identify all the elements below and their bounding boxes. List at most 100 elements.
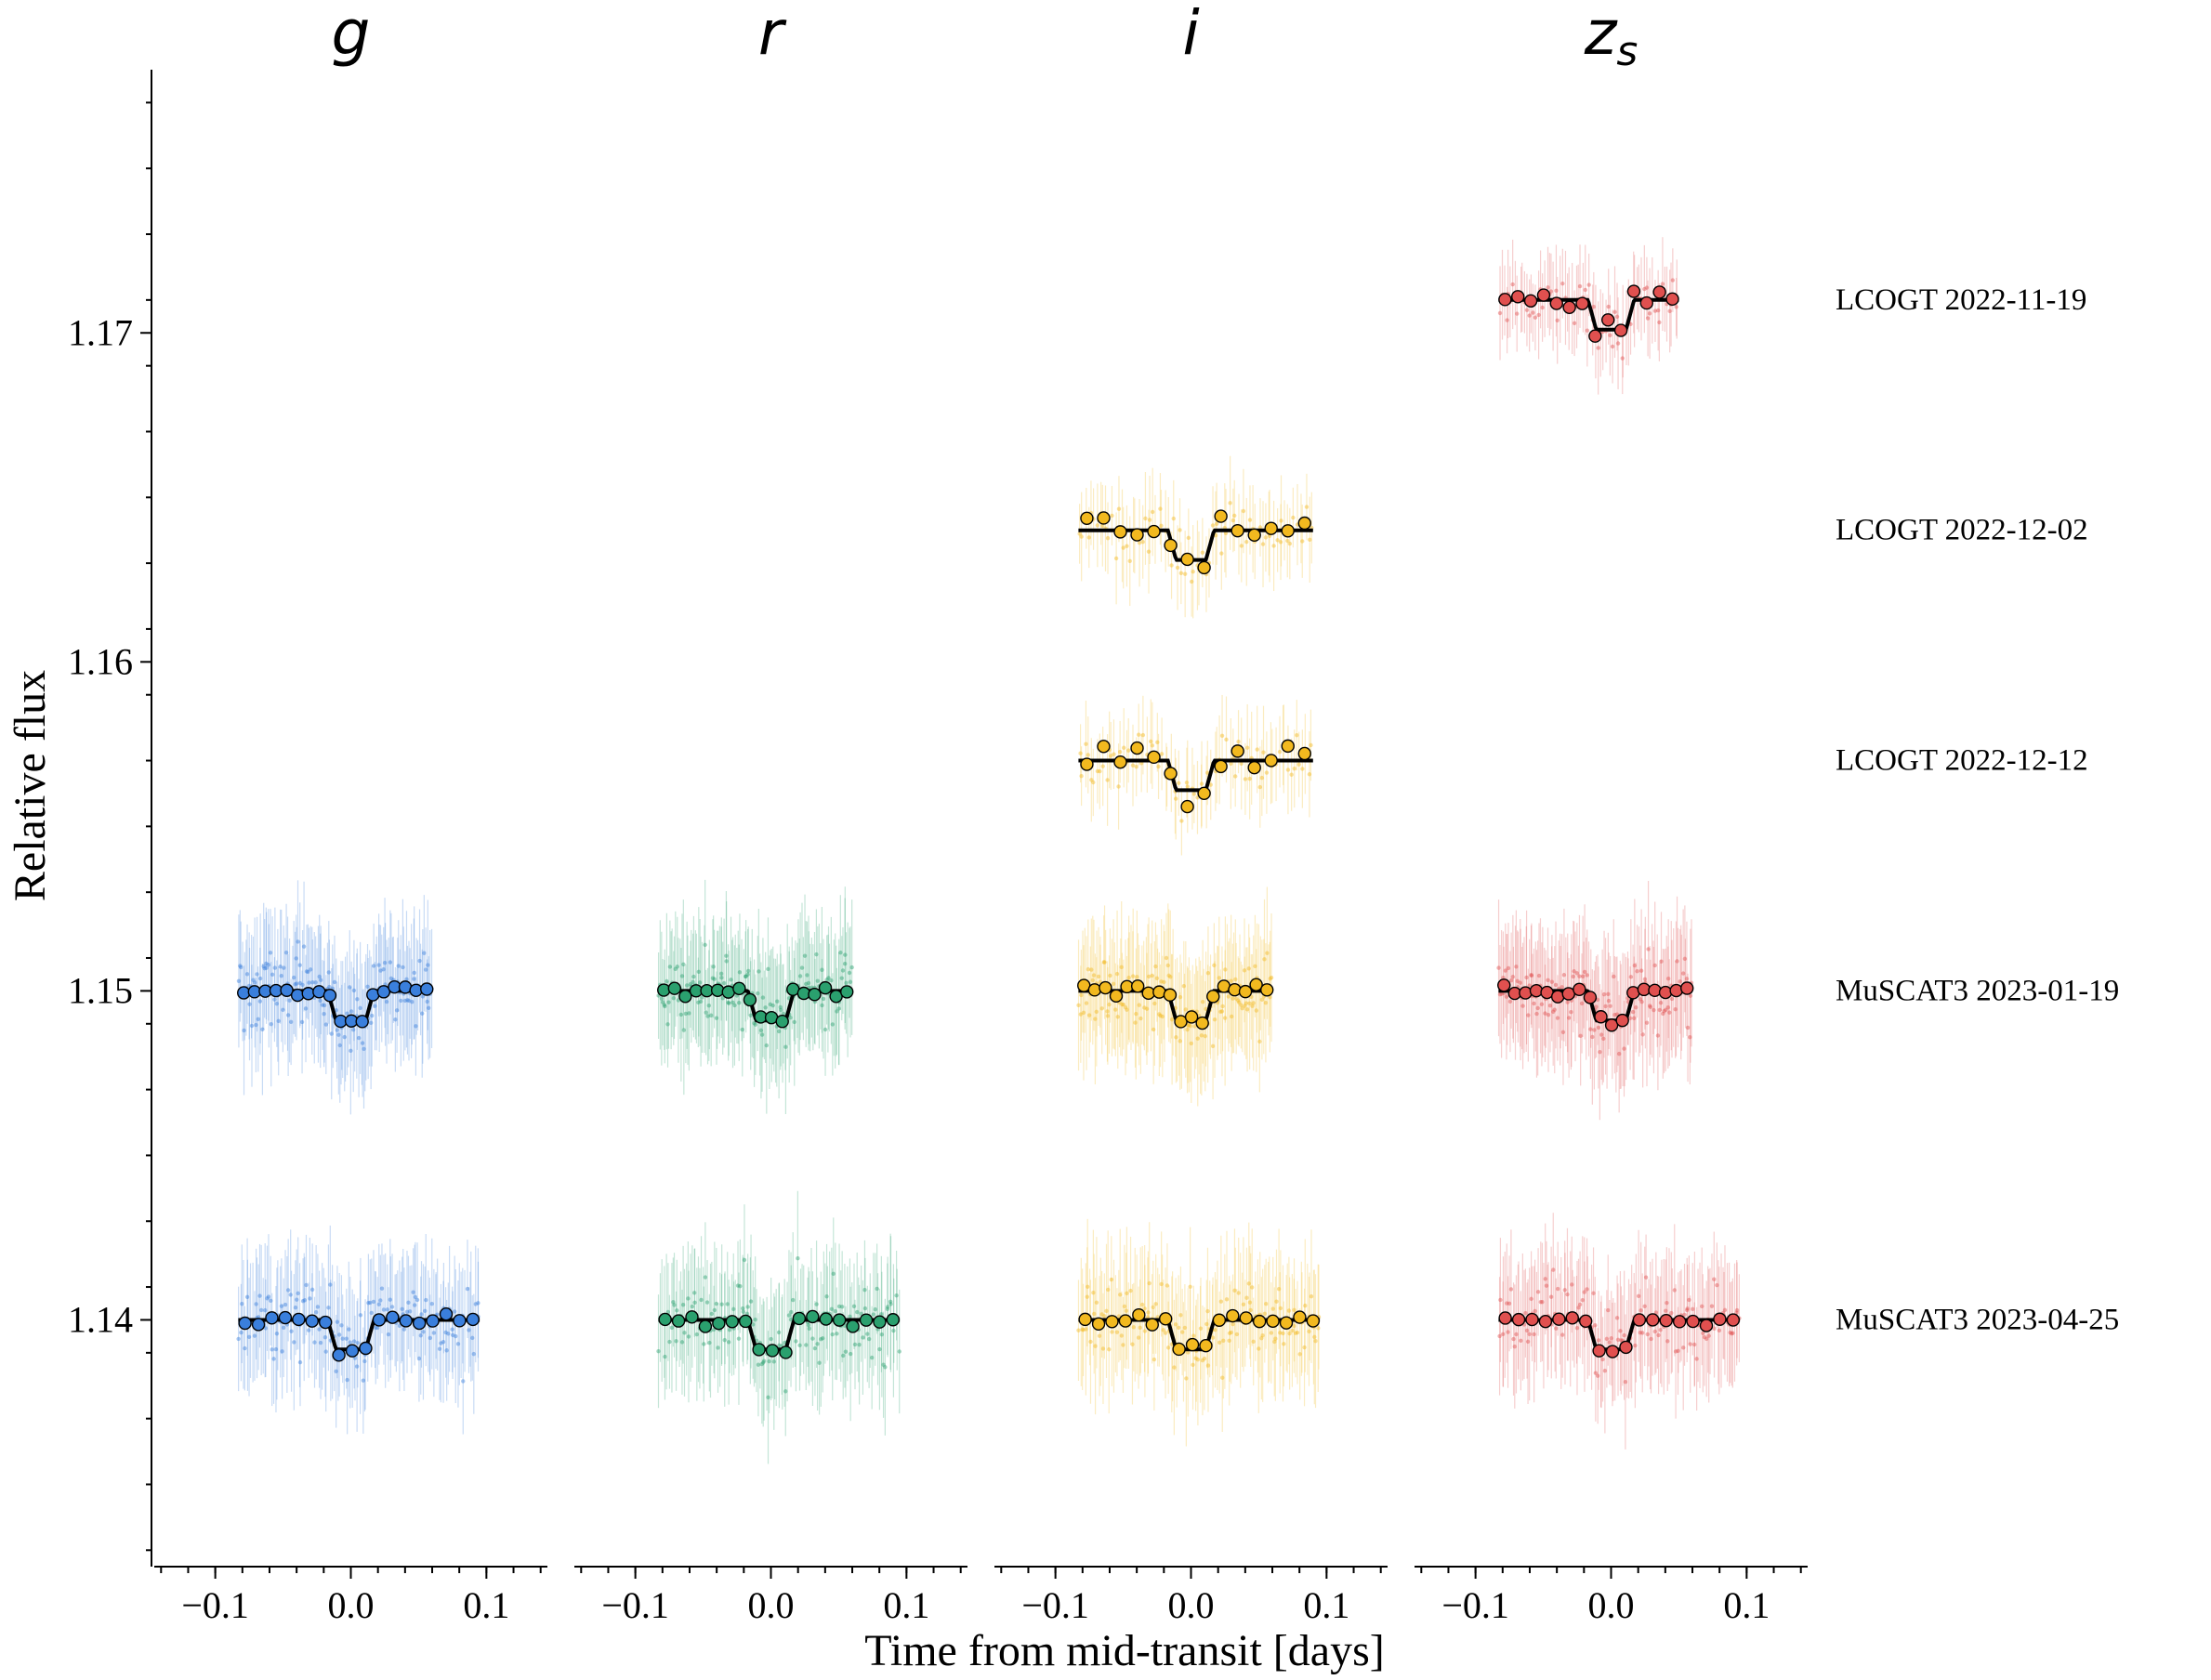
binned-point (873, 1315, 887, 1329)
raw-point (1652, 1007, 1656, 1013)
binned-point (1184, 1010, 1199, 1024)
raw-point (258, 1307, 264, 1313)
raw-point (304, 969, 309, 974)
binned-point (1260, 983, 1274, 997)
raw-point (1172, 1365, 1177, 1370)
raw-point (1612, 974, 1616, 979)
raw-point (1189, 1041, 1193, 1046)
raw-point (1229, 978, 1233, 983)
raw-point (1296, 762, 1301, 767)
raw-point (252, 1333, 257, 1338)
raw-point (691, 1291, 697, 1295)
raw-point (675, 1308, 679, 1313)
raw-point (1086, 1013, 1092, 1017)
raw-point (776, 1330, 782, 1335)
raw-point (1108, 973, 1112, 978)
raw-point (665, 1022, 670, 1027)
raw-point (1102, 1314, 1107, 1319)
binned-point (1646, 1313, 1660, 1327)
raw-point (1243, 777, 1248, 781)
raw-point (1706, 1333, 1711, 1338)
raw-point (288, 1293, 293, 1297)
raw-point (1529, 1296, 1533, 1302)
raw-point (1182, 1325, 1188, 1331)
raw-point (1607, 1340, 1612, 1345)
raw-point (419, 1312, 424, 1317)
raw-point (1136, 1335, 1141, 1340)
raw-point (317, 1327, 322, 1332)
raw-point (300, 982, 305, 988)
raw-point (1580, 974, 1586, 978)
raw-point (1193, 1356, 1198, 1360)
raw-point (437, 1346, 442, 1351)
x-tick-label: 0.0 (748, 1584, 795, 1626)
raw-point (1236, 1291, 1241, 1295)
raw-point (1278, 1306, 1283, 1311)
raw-point (1246, 1281, 1251, 1286)
raw-point (1247, 518, 1253, 522)
raw-point (1543, 1011, 1547, 1016)
raw-point (719, 1302, 724, 1306)
raw-point (1191, 1333, 1196, 1338)
raw-point (1640, 1032, 1645, 1037)
raw-point (1552, 1007, 1557, 1012)
raw-point (757, 969, 761, 974)
raw-point (1186, 535, 1191, 541)
raw-point (1192, 1024, 1197, 1029)
binned-point (1519, 986, 1533, 1000)
binned-point (345, 1344, 360, 1358)
raw-point (1104, 1308, 1109, 1314)
raw-point (1111, 981, 1116, 987)
binned-point (1147, 524, 1161, 539)
raw-point (1642, 1304, 1647, 1309)
raw-point (1195, 1036, 1200, 1041)
raw-point (737, 1001, 742, 1005)
raw-point (238, 965, 243, 970)
raw-point (1203, 1033, 1208, 1039)
raw-point (1264, 770, 1270, 775)
raw-point (1153, 1302, 1158, 1306)
raw-point (322, 1003, 327, 1008)
raw-point (776, 1029, 782, 1034)
binned-point (712, 1316, 726, 1331)
raw-point (1531, 310, 1535, 315)
raw-point (310, 980, 315, 985)
raw-point (1115, 1015, 1120, 1019)
binned-point (846, 1319, 860, 1333)
raw-point (371, 964, 376, 968)
raw-point (1659, 959, 1664, 964)
raw-point (766, 1395, 770, 1400)
binned-point (806, 1309, 820, 1324)
raw-point (236, 1336, 241, 1342)
raw-point (687, 1011, 691, 1016)
raw-point (292, 1340, 296, 1345)
binned-point (1297, 516, 1311, 531)
raw-point (1316, 1326, 1321, 1331)
raw-point (1152, 1001, 1157, 1006)
raw-point (735, 1283, 741, 1288)
raw-point (847, 970, 852, 976)
raw-point (1309, 742, 1313, 748)
raw-point (1536, 973, 1542, 978)
raw-point (804, 981, 809, 987)
raw-point (1227, 1331, 1232, 1335)
raw-point (381, 1307, 387, 1312)
raw-point (1084, 742, 1088, 746)
raw-point (1224, 737, 1229, 742)
raw-point (1220, 1375, 1225, 1380)
binned-point (1130, 528, 1144, 542)
raw-point (1639, 1308, 1643, 1313)
binned-point (1659, 1313, 1673, 1328)
raw-point (1623, 1380, 1628, 1385)
raw-point (1640, 1331, 1645, 1335)
raw-point (812, 1345, 818, 1351)
binned-point (1525, 1312, 1539, 1327)
raw-point (1181, 983, 1187, 989)
raw-point (402, 998, 408, 1004)
binned-point (1632, 1313, 1647, 1327)
raw-point (1655, 308, 1661, 313)
binned-point (1498, 1311, 1512, 1325)
raw-point (1602, 1369, 1608, 1373)
binned-point (1669, 983, 1683, 998)
raw-point (1150, 509, 1155, 515)
